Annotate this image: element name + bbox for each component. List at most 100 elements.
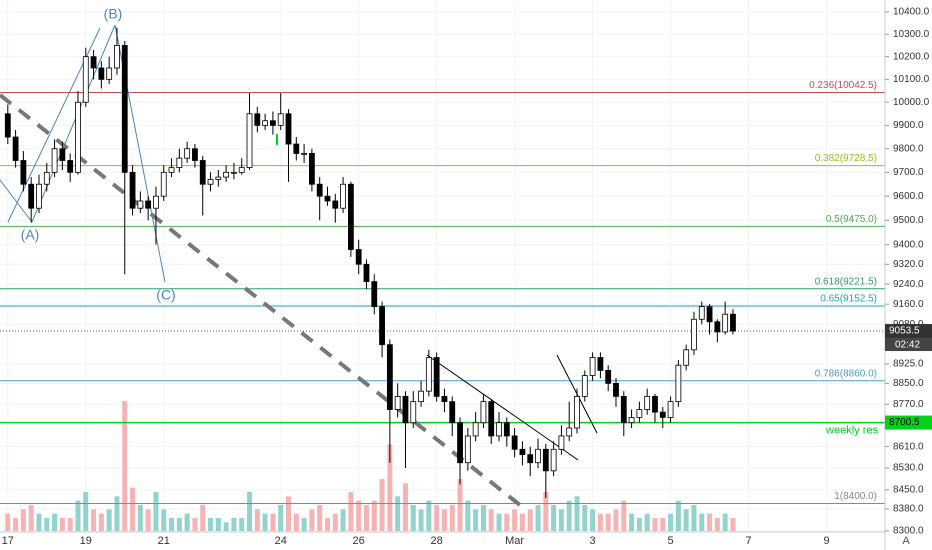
volume-bar [379,479,385,531]
volume-bar [449,505,455,531]
level-label: weekly res [825,424,878,436]
candle-body [137,200,144,209]
candle-body [386,344,393,410]
x-tick-label: 17 [2,535,14,547]
candle-body [472,422,479,437]
volume-bar [122,401,128,531]
volume-bar [153,492,159,531]
volume-bar [67,518,73,531]
candle-body [488,401,495,437]
axis-layer: 10400.0 10300.0 10200.0 10100.0 10000.0 9900.… [2,7,932,547]
x-tick-label: Mar [505,535,524,547]
volume-bar [192,518,198,531]
wave-label: (C) [156,287,175,303]
candle-body [527,454,534,464]
candle-body [114,45,120,69]
volume-bar [286,496,292,531]
volume-bar [247,492,253,531]
volume-bar [387,444,393,531]
volume-bar [402,483,408,531]
volume-bar [301,518,307,531]
candle-body [574,395,580,429]
candle-body [223,171,230,178]
volume-bar [410,505,416,531]
volume-bar [660,518,666,531]
volume-bar [231,518,237,531]
volume-bar [504,513,510,531]
candle-body [184,148,191,159]
volume-bar [457,479,463,531]
candle-body [332,200,339,209]
auto-scale-button[interactable]: A [902,535,910,547]
candle-body [706,306,713,323]
volume-bar [480,505,486,531]
candle-body [597,357,604,371]
candle-body [43,171,50,185]
volume-bar [106,509,112,531]
volume-bar [215,518,221,531]
y-tick-label: 9160.0 [893,299,924,310]
candle-body [293,143,300,154]
candle-body [324,195,331,202]
volume-bar [363,505,369,531]
candle-body [316,183,323,197]
volume-bar [356,500,362,531]
candle-body [371,281,378,308]
candle-body [730,313,736,332]
x-tick-label: 24 [275,535,287,547]
candle-body [246,113,253,168]
candle-body [496,422,502,437]
candle-body [511,435,518,450]
candle-body [558,435,565,450]
candle-body [98,67,105,80]
candle-body [433,357,440,397]
level-label: 0.382(9728.5) [815,153,877,164]
volume-bar [13,518,19,531]
candle-body [441,395,448,403]
candle-body [207,179,214,185]
volume-bar [512,509,518,531]
volume-bar [582,505,588,531]
volume-bar [621,500,627,531]
candle-body [4,113,11,138]
grid [0,0,885,532]
candle-body [347,183,354,250]
candle-body [340,183,346,209]
volume-bar [200,505,206,531]
level-layer: 0.236(10042.5) 0.382(9728.5) 0.5(9475.0) 0.… [0,80,885,504]
last-price-box [885,324,932,339]
candle-body [215,176,222,180]
level-label: 0.786(8860.0) [815,368,877,379]
candle-body [449,401,456,424]
candle-body [285,113,292,145]
volume-bar [730,518,736,531]
candle-body [90,56,97,69]
x-tick-label: 9 [823,535,829,547]
candle-body [176,157,183,168]
volume-bar [317,505,323,531]
volume-bar [527,509,533,531]
volume-bar [426,500,432,531]
volume-bar [652,518,658,531]
volume-bar [371,500,377,531]
volume-bar [348,492,354,531]
volume-bar [668,513,674,531]
volume-bar [551,505,557,531]
y-tick-label: 9800.0 [893,143,924,154]
volume-bar [239,518,245,531]
candle-body [51,148,58,173]
volume-bar [59,518,65,531]
candle-body [628,417,635,424]
volume-bar [91,509,97,531]
candle-body [714,321,721,333]
level-label: 0.65(9152.5) [820,294,877,305]
candle-layer [4,27,736,498]
candle-body [270,120,276,126]
candle-body [379,306,385,346]
volume-bar [184,513,190,531]
y-tick-label: 9700.0 [893,167,924,178]
volume-bar [691,505,697,531]
candle-body [121,45,128,173]
candle-body [160,171,167,197]
